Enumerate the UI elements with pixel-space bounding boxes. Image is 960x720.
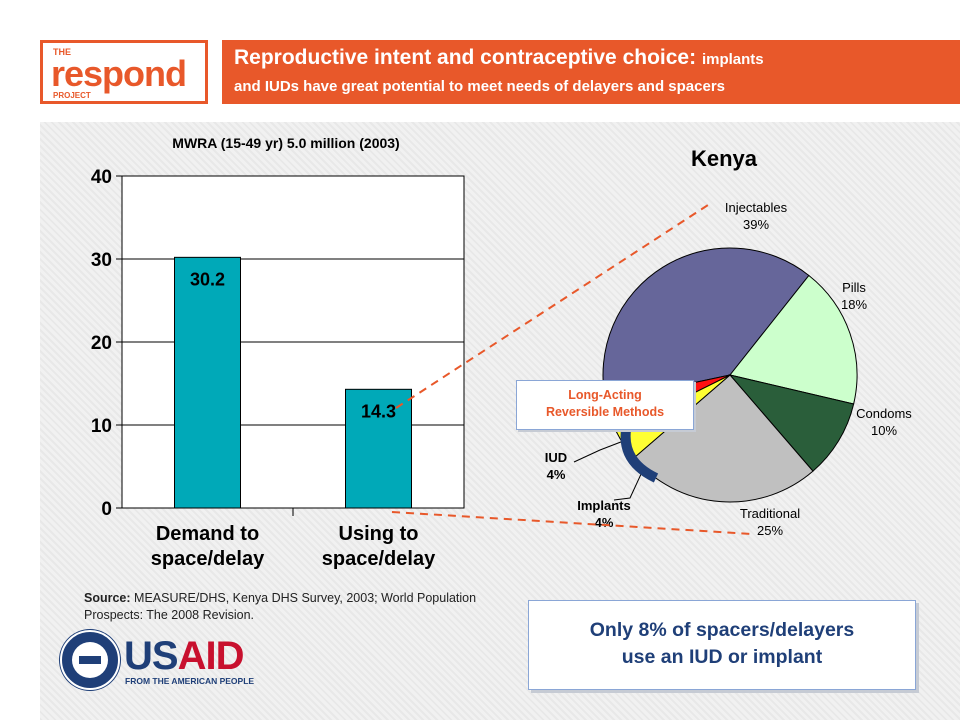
title-small: implants xyxy=(701,51,764,68)
x-category-label: Demand to xyxy=(156,523,259,545)
logo-the: THE xyxy=(53,47,71,57)
usaid-logo: USAID FROM THE AMERICAN PEOPLE xyxy=(60,630,254,692)
summary-callout: Only 8% of spacers/delayers use an IUD o… xyxy=(528,600,916,690)
dashed-connector xyxy=(391,511,753,535)
source-note: Source: MEASURE/DHS, Kenya DHS Survey, 2… xyxy=(84,590,524,624)
pie-chart: Kenya Injectables 39% Pills 18% Condoms 10% Tra… xyxy=(545,146,913,538)
pie-slice-percent: 18% xyxy=(841,297,867,312)
pie-slice-percent: 4% xyxy=(547,467,566,482)
usaid-aid: AID xyxy=(177,634,245,678)
summary-line-1: Only 8% of spacers/delayers xyxy=(589,619,855,641)
pie-slice xyxy=(729,274,858,405)
pie-slice-label: Injectables xyxy=(725,200,788,215)
x-category-label: space/delay xyxy=(322,548,436,570)
pie-slice-label: Implants xyxy=(577,498,630,513)
pie-slice-label: Condoms xyxy=(856,406,912,421)
logo-project: PROJECT xyxy=(53,91,91,100)
leader-line xyxy=(573,439,627,463)
bar-chart: 0 10 20 30 40 MWRA (15-49 yr) 5.0 million (20… xyxy=(91,135,465,570)
title-main: Reproductive intent and contraceptive ch… xyxy=(234,46,697,69)
pie-slice-percent: 4% xyxy=(595,515,614,530)
y-tick-label: 40 xyxy=(91,167,112,188)
lam-line-2: Reversible Methods xyxy=(545,405,665,419)
summary-line-2: use an IUD or implant xyxy=(621,646,823,668)
title-line-2: and IUDs have great potential to meet ne… xyxy=(234,78,725,95)
usaid-us: US xyxy=(124,634,179,678)
usaid-seal-icon xyxy=(60,630,120,690)
curved-arrow-shaft xyxy=(620,429,659,483)
pie-slice-label: Pills xyxy=(842,280,866,295)
title-banner: Reproductive intent and contraceptive ch… xyxy=(222,40,960,104)
respond-logo: THE respond PROJECT xyxy=(40,40,208,104)
pie-slice xyxy=(602,247,810,402)
leader-line xyxy=(613,471,643,501)
pie-slice-percent: 39% xyxy=(743,217,769,232)
y-tick-label: 10 xyxy=(91,416,112,437)
logo-word: respond xyxy=(51,53,187,94)
x-category-label: Using to xyxy=(339,523,419,545)
pie-chart-title: Kenya xyxy=(691,146,758,171)
usaid-wordmark: USAID xyxy=(124,634,245,679)
bar-value-label: 14.3 xyxy=(361,401,396,421)
bar xyxy=(174,256,241,509)
pie-slice-percent: 25% xyxy=(757,523,783,538)
y-tick-label: 0 xyxy=(101,499,112,520)
lam-callout: Long-Acting Reversible Methods xyxy=(516,380,694,430)
lam-line-1: Long-Acting xyxy=(568,388,642,402)
bar xyxy=(345,388,412,509)
title-line-1: Reproductive intent and contraceptive ch… xyxy=(234,46,764,70)
source-label: Source: xyxy=(84,591,131,605)
pie-slice-percent: 10% xyxy=(871,423,897,438)
pie-slice xyxy=(728,374,855,472)
bar-chart-title: MWRA (15-49 yr) 5.0 million (2003) xyxy=(172,135,399,151)
usaid-tagline: FROM THE AMERICAN PEOPLE xyxy=(125,676,255,686)
pie-slice-label: IUD xyxy=(545,450,567,465)
x-category-label: space/delay xyxy=(151,548,265,570)
bar-value-label: 30.2 xyxy=(190,269,225,289)
source-text: MEASURE/DHS, Kenya DHS Survey, 2003; Wor… xyxy=(84,591,477,622)
pie-slice-label: Traditional xyxy=(740,506,800,521)
y-tick-label: 20 xyxy=(91,333,112,354)
dashed-connector xyxy=(395,204,709,409)
y-tick-label: 30 xyxy=(91,250,112,271)
